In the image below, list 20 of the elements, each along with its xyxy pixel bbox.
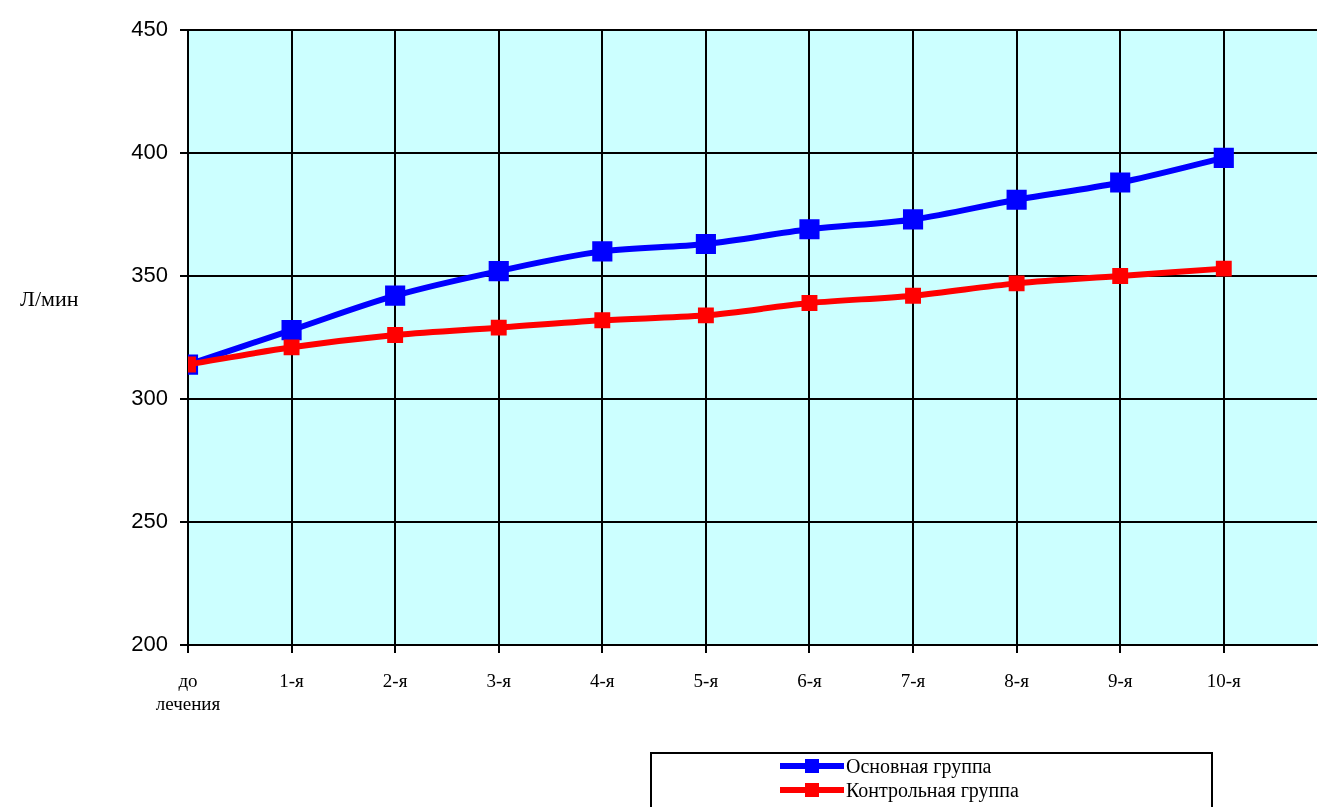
x-tick-label: 6-я bbox=[797, 670, 823, 692]
x-tick-label: 2-я bbox=[382, 670, 408, 692]
y-tick-label: 400 bbox=[131, 139, 168, 165]
x-tick-label: 8-я bbox=[1004, 670, 1030, 692]
y-tick-label: 450 bbox=[131, 16, 168, 42]
x-tick-label: 9-я bbox=[1107, 670, 1133, 692]
y-tick-label: 300 bbox=[131, 385, 168, 411]
x-tick-label: 7-я bbox=[900, 670, 926, 692]
x-tick-label: 1-я bbox=[279, 670, 305, 692]
x-tick-label: 3-я bbox=[486, 670, 512, 692]
x-tick-label: 4-я bbox=[590, 670, 615, 692]
legend-label: Основная группа bbox=[846, 754, 992, 778]
y-tick-label: 350 bbox=[131, 262, 168, 288]
x-tick-label: до лечения bbox=[155, 670, 221, 715]
legend-label: Контрольная группа bbox=[846, 778, 1019, 802]
y-axis-title: Л/мин bbox=[20, 285, 79, 311]
x-tick-label: 5-я bbox=[693, 670, 719, 692]
y-tick-label: 200 bbox=[131, 631, 168, 657]
x-tick-label: 10-я bbox=[1206, 670, 1242, 692]
y-tick-label: 250 bbox=[131, 508, 168, 534]
